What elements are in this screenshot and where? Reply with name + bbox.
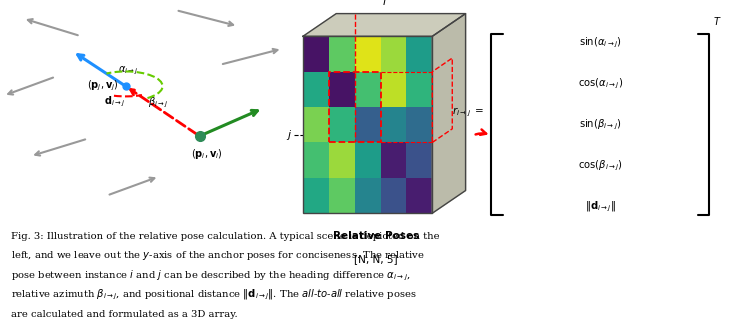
Bar — [329, 72, 381, 143]
Bar — [381, 36, 406, 72]
Bar — [355, 143, 381, 178]
Text: $\sin(\beta_{i\rightarrow j})$: $\sin(\beta_{i\rightarrow j})$ — [579, 118, 621, 132]
Text: $\beta_{i\rightarrow j}$: $\beta_{i\rightarrow j}$ — [148, 95, 168, 110]
Bar — [329, 72, 355, 107]
Text: Relative Poses: Relative Poses — [333, 231, 419, 241]
Text: $(\mathbf{p}_j, \mathbf{v}_j)$: $(\mathbf{p}_j, \mathbf{v}_j)$ — [86, 79, 118, 93]
Text: are calculated and formulated as a 3D array.: are calculated and formulated as a 3D ar… — [11, 310, 238, 319]
Polygon shape — [303, 14, 466, 36]
Bar — [355, 107, 381, 143]
Bar — [406, 178, 432, 213]
Text: $\cos(\beta_{i\rightarrow j})$: $\cos(\beta_{i\rightarrow j})$ — [578, 158, 623, 173]
Text: $r_{i\rightarrow j}\ =$: $r_{i\rightarrow j}\ =$ — [452, 106, 484, 119]
Text: $T$: $T$ — [713, 15, 722, 27]
Text: $i$: $i$ — [382, 0, 386, 7]
Text: [N, N, 5]: [N, N, 5] — [354, 254, 398, 264]
Bar — [329, 143, 355, 178]
Bar — [303, 72, 329, 107]
Bar — [406, 36, 432, 72]
Bar — [329, 107, 355, 143]
Bar — [381, 107, 406, 143]
Bar — [303, 107, 329, 143]
Bar — [381, 72, 406, 107]
Text: left, and we leave out the $y$-axis of the anchor poses for conciseness. The rel: left, and we leave out the $y$-axis of t… — [11, 249, 425, 262]
Text: $j$: $j$ — [285, 128, 292, 142]
Text: $\cos(\alpha_{i\rightarrow j})$: $\cos(\alpha_{i\rightarrow j})$ — [578, 77, 623, 91]
Bar — [406, 72, 432, 107]
Bar — [355, 36, 381, 72]
Bar — [303, 36, 432, 213]
Text: $\|\mathbf{d}_{i\rightarrow j}\|$: $\|\mathbf{d}_{i\rightarrow j}\|$ — [585, 199, 616, 214]
Text: $\sin(\alpha_{i\rightarrow j})$: $\sin(\alpha_{i\rightarrow j})$ — [579, 36, 621, 50]
Bar — [406, 143, 432, 178]
Bar — [355, 178, 381, 213]
Bar — [381, 143, 406, 178]
Text: relative azimuth $\beta_{i\rightarrow j}$, and positional distance $\|\mathbf{d}: relative azimuth $\beta_{i\rightarrow j}… — [11, 288, 417, 302]
Bar — [303, 36, 329, 72]
Bar — [329, 178, 355, 213]
Bar — [303, 143, 329, 178]
Bar — [303, 178, 329, 213]
Bar — [329, 36, 355, 72]
Text: Fig. 3: Illustration of the relative pose calculation. A typical scene is depict: Fig. 3: Illustration of the relative pos… — [11, 232, 440, 241]
Text: $\alpha_{i\rightarrow j}$: $\alpha_{i\rightarrow j}$ — [118, 65, 139, 77]
Text: $(\mathbf{p}_i, \mathbf{v}_i)$: $(\mathbf{p}_i, \mathbf{v}_i)$ — [191, 147, 222, 161]
Bar — [355, 72, 381, 107]
Bar — [381, 178, 406, 213]
Bar — [406, 107, 432, 143]
Polygon shape — [432, 14, 466, 213]
Text: $\mathbf{d}_{i\rightarrow j}$: $\mathbf{d}_{i\rightarrow j}$ — [104, 95, 126, 109]
Text: pose between instance $i$ and $j$ can be described by the heading difference $\a: pose between instance $i$ and $j$ can be… — [11, 268, 411, 283]
